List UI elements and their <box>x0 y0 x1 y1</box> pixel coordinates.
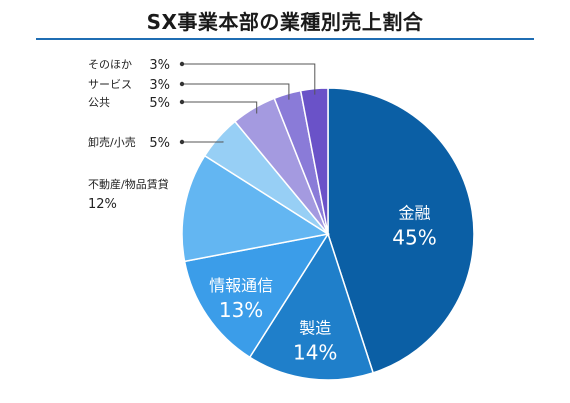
slice-value-2: 13% <box>219 298 263 322</box>
slice-value-4: 5% <box>149 136 170 151</box>
pie-slice-3 <box>181 154 331 263</box>
leader-dot-7 <box>179 61 185 67</box>
leader-line-7 <box>182 63 316 95</box>
title-underline <box>36 38 534 40</box>
slice-label-5: 公共 <box>88 96 110 109</box>
slice-value-7: 3% <box>149 58 170 73</box>
slice-label-0: 金融 <box>398 203 430 222</box>
leader-dot-6 <box>179 81 185 87</box>
slice-value-5: 5% <box>149 96 170 111</box>
slice-label-3: 不動産/物品賃貸 <box>88 177 169 191</box>
leader-line-4 <box>182 141 224 143</box>
pie-slice-2 <box>183 232 330 359</box>
pie-slice-7 <box>299 87 329 235</box>
slice-value-0: 45% <box>392 225 436 249</box>
slice-label-6: サービス <box>88 78 132 91</box>
leader-dot-5 <box>179 99 185 105</box>
pie-slice-0 <box>327 87 475 374</box>
leader-dot-4 <box>179 139 185 145</box>
leader-line-5 <box>182 101 258 114</box>
leader-line-6 <box>182 83 290 100</box>
pie-slice-1 <box>248 232 375 381</box>
slice-value-3: 12% <box>88 197 117 212</box>
slice-label-1: 製造 <box>299 318 331 337</box>
slice-label-4: 卸売/小売 <box>88 135 136 149</box>
slice-label-2: 情報通信 <box>209 276 273 295</box>
slice-label-7: そのほか <box>88 58 132 71</box>
chart-title: SX事業本部の業種別売上割合 <box>146 10 424 34</box>
slice-value-1: 14% <box>293 340 337 364</box>
slice-value-6: 3% <box>149 78 170 93</box>
